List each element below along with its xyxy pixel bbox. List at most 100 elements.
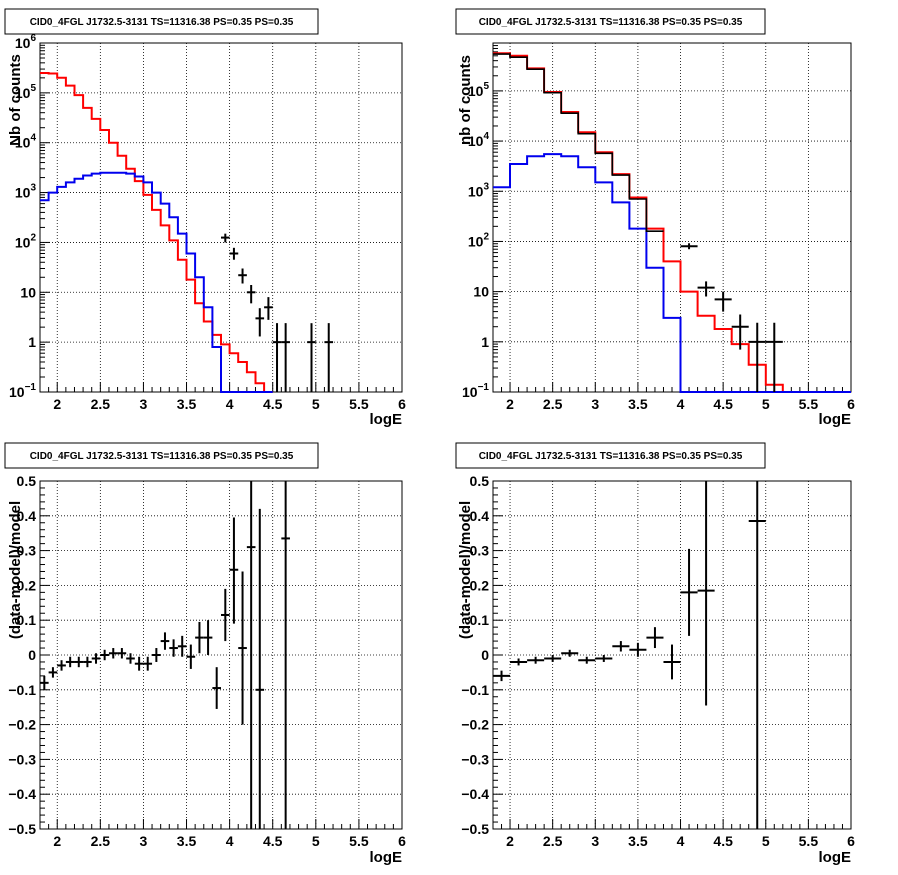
data-point [169, 639, 178, 657]
y-axis-label: Nb of counts [7, 54, 24, 146]
chart-title-box [4, 8, 319, 35]
y-tick-label: 1 [28, 334, 36, 350]
x-tick-label: 5 [312, 833, 320, 849]
x-tick-label: 4.5 [713, 396, 733, 412]
data-point [578, 656, 596, 664]
y-tick-label: 10−1 [9, 382, 36, 400]
grid-lines [40, 43, 402, 392]
data-point [126, 653, 135, 664]
x-tick-label: 6 [398, 833, 406, 849]
data-point [134, 656, 144, 671]
x-tick-label: 4 [677, 396, 685, 412]
y-tick-label: 106 [15, 33, 37, 51]
series-2 [493, 153, 851, 393]
y-tick-label: 105 [15, 83, 37, 101]
data-point [272, 323, 282, 392]
x-tick-label: 4.5 [263, 833, 283, 849]
chart-panel-1: CID0_4FGL J1732.5-3131 TS=11316.38 PS=0.… [4, 8, 406, 428]
chart-title: CID0_4FGL J1732.5-3131 TS=11316.38 PS=0.… [455, 442, 766, 469]
plot-frame [492, 42, 852, 393]
x-tick-label: 3 [591, 396, 599, 412]
data-point [748, 481, 766, 829]
data-point [680, 243, 698, 250]
data-point [680, 548, 698, 636]
y-tick-label: 102 [468, 231, 490, 249]
y-axis: 10−1 1 10 102 103 104 105 106 Nb of counts [7, 33, 50, 400]
x-tick-label: 2 [506, 396, 514, 412]
data-point [40, 675, 49, 690]
x-tick-label: 2 [53, 833, 61, 849]
x-tick-label: 3.5 [628, 396, 648, 412]
x-tick-label: 4.5 [713, 833, 733, 849]
data-point [203, 620, 213, 655]
data-point [195, 621, 204, 654]
data-point [48, 667, 58, 678]
chart-title-text: CID0_4FGL J1732.5-3131 TS=11316.38 PS=0.… [479, 451, 743, 462]
data-point [74, 656, 84, 668]
x-tick-label: 6 [398, 396, 406, 412]
data-point [246, 285, 256, 304]
x-tick-label: 2.5 [543, 833, 563, 849]
series-3 [493, 53, 664, 232]
data-point [510, 658, 528, 666]
y-tick-label: −0.3 [461, 751, 489, 767]
x-tick-label: 3.5 [177, 833, 197, 849]
chart-title-box [455, 442, 766, 469]
y-tick-label: −0.5 [8, 821, 36, 837]
x-tick-label: 5.5 [799, 833, 819, 849]
x-tick-label: 4 [226, 396, 234, 412]
data-point [281, 481, 290, 829]
y-axis-label: nb of counts [457, 55, 474, 145]
y-axis-label: (data-model)/model [457, 501, 474, 639]
x-tick-label: 5 [762, 396, 770, 412]
data-point [212, 667, 221, 709]
y-tick-label: 0 [481, 647, 489, 663]
data-point [108, 648, 118, 659]
y-tick-label: 0.3 [470, 543, 490, 559]
y-tick-label: −0.2 [8, 717, 36, 733]
data-point [221, 233, 230, 243]
y-tick-label: −0.3 [8, 751, 36, 767]
data-point [307, 323, 316, 392]
chart-panel-2: CID0_4FGL J1732.5-3131 TS=11316.38 PS=0.… [455, 8, 855, 428]
chart-title: CID0_4FGL J1732.5-3131 TS=11316.38 PS=0.… [455, 8, 766, 35]
chart-title: CID0_4FGL J1732.5-3131 TS=11316.38 PS=0.… [4, 442, 319, 469]
y-tick-label: −0.1 [8, 682, 36, 698]
histogram-line [493, 52, 851, 393]
y-tick-label: −0.4 [8, 786, 36, 802]
x-axis-label: logE [819, 411, 852, 428]
y-tick-label: 1 [481, 334, 489, 350]
grid-lines [493, 43, 851, 392]
data-point [544, 655, 562, 662]
data-point [143, 656, 153, 671]
data-point [177, 635, 187, 657]
data-point [65, 656, 75, 668]
data-point [595, 655, 613, 662]
x-tick-label: 4 [677, 833, 685, 849]
data-point [646, 627, 664, 649]
data-point [255, 308, 265, 337]
x-tick-label: 5 [762, 833, 770, 849]
chart-title-box [4, 442, 319, 469]
histogram-line [40, 72, 273, 393]
y-tick-label: −0.1 [461, 682, 489, 698]
y-tick-label: 0.4 [17, 508, 37, 524]
histogram-line [493, 153, 851, 393]
data-point [221, 588, 230, 642]
x-tick-label: 5.5 [349, 833, 369, 849]
data-point [748, 322, 766, 392]
data-point [91, 653, 101, 664]
chart-title-box [455, 8, 766, 35]
y-tick-label: −0.2 [461, 717, 489, 733]
data-point [629, 642, 647, 657]
data-point [255, 508, 265, 829]
y-tick-label: 0.1 [17, 612, 37, 628]
data-point [663, 644, 681, 680]
y-tick-label: 0.5 [17, 473, 37, 489]
data-point [100, 649, 109, 661]
